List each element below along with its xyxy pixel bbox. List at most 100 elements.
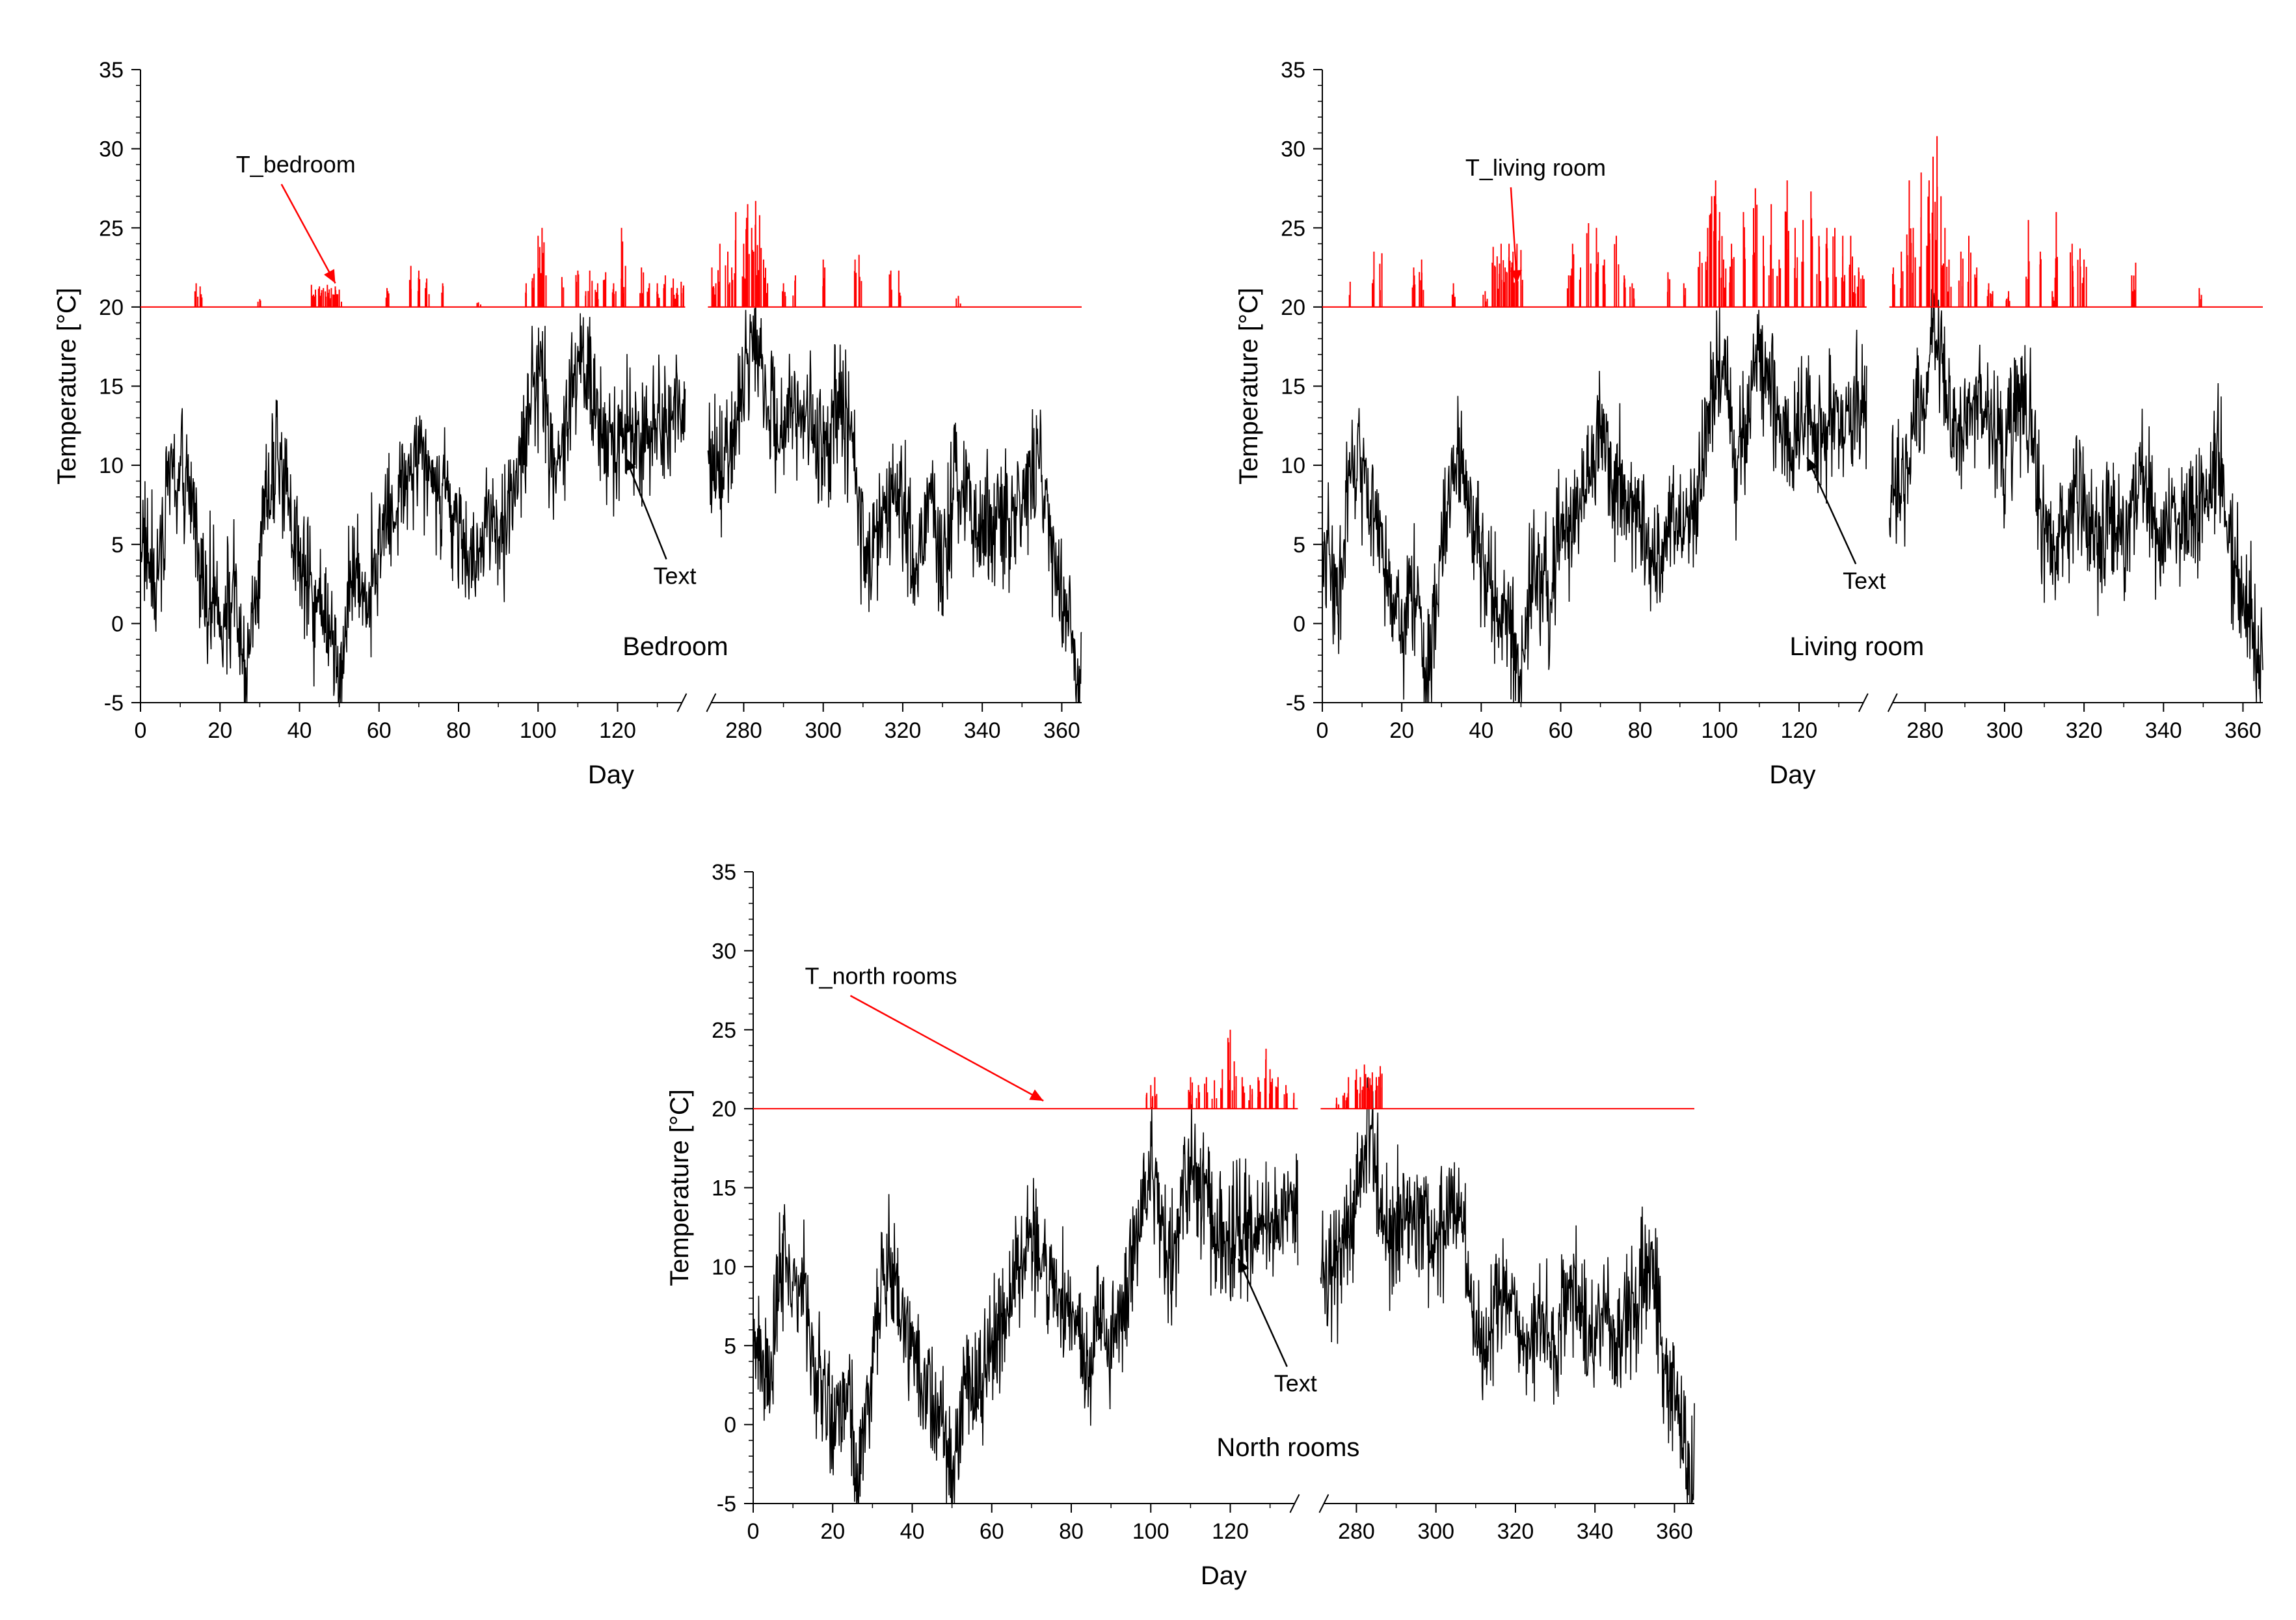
- annotation-arrow-head: [624, 457, 636, 472]
- series-line-indoor-part2: [1320, 1064, 1694, 1110]
- y-tick-label: 0: [1293, 612, 1305, 636]
- x-tick-label: 80: [446, 718, 471, 743]
- y-tick-label: -5: [1286, 691, 1305, 716]
- x-tick-label: 300: [1986, 718, 2023, 743]
- y-tick-label: 5: [724, 1334, 736, 1358]
- chart-living: -5 0 5 10 15 20 25 30 35 Temperature [°C] 0 20 40 60 8…: [1235, 58, 2263, 789]
- x-tick-label: 360: [1656, 1519, 1693, 1544]
- series-line-indoor-part1: [1322, 180, 1867, 308]
- x-tick-label: 340: [2145, 718, 2182, 743]
- series-line-text-part2: [1320, 1077, 1695, 1504]
- series-line-text-part1: [140, 313, 686, 703]
- chart-north: -5 0 5 10 15 20 25 30 35 Temperature [°C] 0 20 40 60 8…: [665, 860, 1695, 1590]
- y-tick-label: 5: [1293, 533, 1305, 558]
- series-line-indoor-part2: [708, 200, 1082, 308]
- x-tick-label: 360: [2224, 718, 2262, 743]
- x-tick-label: 360: [1043, 718, 1080, 743]
- x-tick-label: 320: [885, 718, 922, 743]
- x-tick-label: 80: [1059, 1519, 1084, 1544]
- y-tick-label: 20: [1281, 295, 1305, 320]
- x-tick-label: 0: [135, 718, 147, 743]
- y-tick-label: 35: [99, 58, 124, 83]
- series-line-indoor-part1: [753, 1029, 1298, 1110]
- axis-break-mark: [1887, 693, 1898, 712]
- y-tick-label: 30: [99, 137, 124, 162]
- annotation-arrow-line: [280, 183, 336, 284]
- chart-bedroom: -5 0 5 10 15 20 25 30 35 Temperature [°C] 0 20 40 60 8…: [53, 58, 1082, 789]
- chart-title: Bedroom: [622, 632, 728, 661]
- x-tick-label: 20: [820, 1519, 845, 1544]
- annotation-label: T_living room: [1465, 154, 1606, 181]
- x-tick-label: 320: [2066, 718, 2103, 743]
- x-axis-label: Day: [1769, 761, 1815, 789]
- axis-break-mark: [706, 693, 717, 712]
- annotation-arrow-head: [1510, 269, 1523, 284]
- x-tick-label: 100: [1701, 718, 1738, 743]
- x-tick-label: 60: [1549, 718, 1573, 743]
- chart-title: North rooms: [1216, 1433, 1359, 1462]
- y-tick-label: 30: [712, 939, 736, 964]
- series-line-text-part2: [707, 291, 1082, 703]
- y-tick-label: 0: [724, 1413, 736, 1438]
- y-tick-label: 35: [1281, 58, 1305, 83]
- y-tick-label: 15: [712, 1176, 736, 1201]
- annotation-arrow-line: [849, 995, 1044, 1102]
- y-tick-label: -5: [104, 691, 124, 716]
- annotation-label: T_bedroom: [236, 151, 356, 178]
- series-line-text-part1: [753, 1104, 1299, 1504]
- y-tick-label: 15: [99, 375, 124, 399]
- x-tick-label: 40: [900, 1519, 925, 1544]
- y-tick-label: 25: [99, 216, 124, 241]
- annotation-label: Text: [1843, 567, 1886, 594]
- y-axis-label: Temperature [°C]: [53, 288, 81, 485]
- axis-break-mark: [1318, 1494, 1329, 1513]
- axis-break-mark: [676, 693, 687, 712]
- y-tick-label: 10: [712, 1255, 736, 1280]
- y-tick-label: 25: [712, 1018, 736, 1043]
- x-tick-label: 100: [1132, 1519, 1169, 1544]
- annotation-label: Text: [1274, 1370, 1317, 1397]
- y-tick-label: 20: [99, 295, 124, 320]
- x-tick-label: 100: [520, 718, 557, 743]
- x-tick-label: 0: [1316, 718, 1329, 743]
- x-axis-label: Day: [588, 761, 634, 789]
- series-line-text-part2: [1889, 289, 2263, 703]
- x-axis-label: Day: [1201, 1561, 1247, 1590]
- y-tick-label: 15: [1281, 375, 1305, 399]
- x-tick-label: 300: [1417, 1519, 1454, 1544]
- x-tick-label: 280: [725, 718, 762, 743]
- axis-break-mark: [1858, 693, 1869, 712]
- x-tick-label: 60: [980, 1519, 1004, 1544]
- x-tick-label: 40: [1469, 718, 1493, 743]
- x-tick-label: 120: [1212, 1519, 1249, 1544]
- y-tick-label: 10: [1281, 453, 1305, 478]
- x-tick-label: 300: [805, 718, 842, 743]
- annotation-label: Text: [654, 563, 697, 589]
- annotation-arrow-line: [1806, 457, 1857, 565]
- series-line-indoor-part1: [140, 228, 686, 308]
- x-tick-label: 320: [1497, 1519, 1534, 1544]
- x-tick-label: 0: [747, 1519, 760, 1544]
- y-tick-label: 20: [712, 1097, 736, 1122]
- x-tick-label: 40: [287, 718, 312, 743]
- annotation-arrow-head: [1029, 1089, 1044, 1101]
- y-tick-label: 25: [1281, 216, 1305, 241]
- annotation-label: T_north rooms: [805, 962, 957, 989]
- x-tick-label: 80: [1628, 718, 1653, 743]
- x-tick-label: 340: [1577, 1519, 1614, 1544]
- y-tick-label: 35: [712, 860, 736, 885]
- x-tick-label: 280: [1338, 1519, 1375, 1544]
- x-tick-label: 20: [207, 718, 232, 743]
- x-tick-label: 60: [367, 718, 392, 743]
- y-tick-label: 30: [1281, 137, 1305, 162]
- annotation-arrow-head: [324, 269, 336, 284]
- annotation-arrow-line: [1510, 187, 1518, 284]
- y-axis-label: Temperature [°C]: [1235, 288, 1263, 485]
- y-axis-label: Temperature [°C]: [665, 1089, 694, 1286]
- axis-break-mark: [1289, 1494, 1300, 1513]
- annotation-arrow-line: [1237, 1258, 1288, 1368]
- y-tick-label: -5: [717, 1492, 736, 1517]
- x-tick-label: 120: [1781, 718, 1818, 743]
- y-tick-label: 0: [111, 612, 124, 636]
- chart-title: Living room: [1789, 632, 1924, 661]
